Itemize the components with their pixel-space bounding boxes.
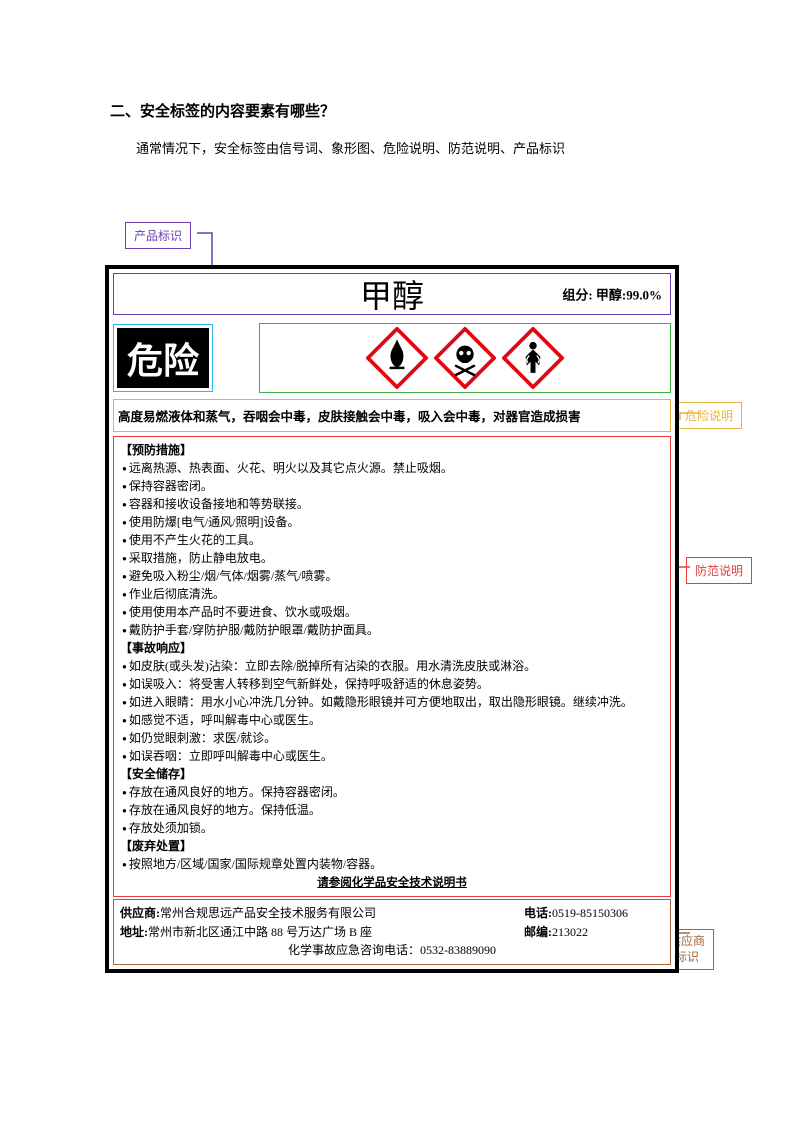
signal-word: 危险 bbox=[117, 328, 209, 388]
prevent-list: 远离热源、热表面、火花、明火以及其它点火源。禁止吸烟。保持容器密闭。容器和接收设… bbox=[120, 459, 664, 639]
disposal-title: 【废弃处置】 bbox=[120, 837, 664, 855]
list-item: 使用不产生火花的工具。 bbox=[122, 531, 664, 549]
list-item: 如进入眼睛：用水小心冲洗几分钟。如戴隐形眼镜并可方便地取出，取出隐形眼镜。继续冲… bbox=[122, 693, 664, 711]
list-item: 容器和接收设备接地和等势联接。 bbox=[122, 495, 664, 513]
skull-icon bbox=[434, 327, 496, 389]
supplier-section: 供应商:常州合规思远产品安全技术服务有限公司 电话:0519-85150306 … bbox=[113, 899, 671, 965]
list-item: 如误吸入：将受害人转移到空气新鲜处，保持呼吸舒适的休息姿势。 bbox=[122, 675, 664, 693]
supplier-name: 常州合规思远产品安全技术服务有限公司 bbox=[160, 906, 376, 920]
phone-label: 电话: bbox=[524, 906, 552, 920]
signal-word-box: 危险 bbox=[113, 324, 213, 392]
phone-value: 0519-85150306 bbox=[552, 906, 628, 920]
pictogram-row bbox=[259, 323, 671, 393]
product-id-section: 甲醇 组分: 甲醇:99.0% bbox=[113, 273, 671, 315]
product-name: 甲醇 bbox=[360, 271, 424, 317]
storage-title: 【安全储存】 bbox=[120, 765, 664, 783]
storage-list: 存放在通风良好的地方。保持容器密闭。存放在通风良好的地方。保持低温。存放处须加锁… bbox=[120, 783, 664, 837]
flame-icon bbox=[366, 327, 428, 389]
list-item: 使用防爆[电气/通风/照明]设备。 bbox=[122, 513, 664, 531]
list-item: 远离热源、热表面、火花、明火以及其它点火源。禁止吸烟。 bbox=[122, 459, 664, 477]
list-item: 如感觉不适，呼叫解毒中心或医生。 bbox=[122, 711, 664, 729]
hazard-statement: 高度易燃液体和蒸气，吞咽会中毒，皮肤接触会中毒，吸入会中毒，对器官造成损害 bbox=[113, 399, 671, 432]
list-item: 存放在通风良好的地方。保持容器密闭。 bbox=[122, 783, 664, 801]
list-item: 如误吞咽：立即呼叫解毒中心或医生。 bbox=[122, 747, 664, 765]
safety-label: 甲醇 组分: 甲醇:99.0% 危险 高度易燃液体和蒸气，吞咽会中毒，皮肤接触会… bbox=[105, 265, 679, 973]
list-item: 作业后彻底清洗。 bbox=[122, 585, 664, 603]
list-item: 使用使用本产品时不要进食、饮水或吸烟。 bbox=[122, 603, 664, 621]
postcode-label: 邮编: bbox=[524, 925, 552, 939]
address-value: 常州市新北区通江中路 88 号万达广场 B 座 bbox=[148, 925, 372, 939]
section-heading: 二、安全标签的内容要素有哪些？ bbox=[110, 100, 724, 121]
refer-sds: 请参阅化学品安全技术说明书 bbox=[120, 875, 664, 892]
callout-precaution: 防范说明 bbox=[686, 557, 752, 584]
list-item: 戴防护手套/穿防护服/戴防护眼罩/戴防护面具。 bbox=[122, 621, 664, 639]
list-item: 按照地方/区域/国家/国际规章处置内装物/容器。 bbox=[122, 855, 664, 873]
list-item: 存放处须加锁。 bbox=[122, 819, 664, 837]
callout-product-id: 产品标识 bbox=[125, 222, 191, 249]
response-list: 如皮肤(或头发)沾染：立即去除/脱掉所有沾染的衣服。用水清洗皮肤或淋浴。如误吸入… bbox=[120, 657, 664, 765]
disposal-list: 按照地方/区域/国家/国际规章处置内装物/容器。 bbox=[120, 855, 664, 873]
list-item: 如皮肤(或头发)沾染：立即去除/脱掉所有沾染的衣服。用水清洗皮肤或淋浴。 bbox=[122, 657, 664, 675]
product-composition: 组分: 甲醇:99.0% bbox=[562, 285, 662, 304]
intro-text: 通常情况下，安全标签由信号词、象形图、危险说明、防范说明、产品标识 bbox=[110, 139, 724, 160]
list-item: 如仍觉眼刺激：求医/就诊。 bbox=[122, 729, 664, 747]
precaution-section: 【预防措施】 远离热源、热表面、火花、明火以及其它点火源。禁止吸烟。保持容器密闭… bbox=[113, 436, 671, 897]
postcode-value: 213022 bbox=[552, 925, 588, 939]
list-item: 避免吸入粉尘/烟/气体/烟雾/蒸气/喷雾。 bbox=[122, 567, 664, 585]
list-item: 存放在通风良好的地方。保持低温。 bbox=[122, 801, 664, 819]
response-title: 【事故响应】 bbox=[120, 639, 664, 657]
health-hazard-icon bbox=[502, 327, 564, 389]
list-item: 采取措施，防止静电放电。 bbox=[122, 549, 664, 567]
prevent-title: 【预防措施】 bbox=[120, 441, 664, 459]
emergency-phone: 化学事故应急咨询电话：0532-83889090 bbox=[120, 941, 664, 960]
supplier-label: 供应商: bbox=[120, 906, 160, 920]
list-item: 保持容器密闭。 bbox=[122, 477, 664, 495]
address-label: 地址: bbox=[120, 925, 148, 939]
